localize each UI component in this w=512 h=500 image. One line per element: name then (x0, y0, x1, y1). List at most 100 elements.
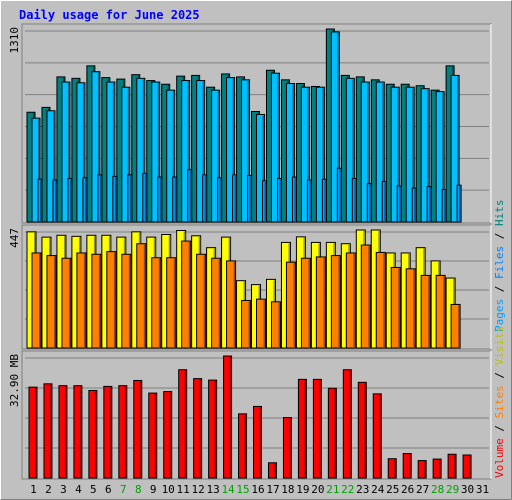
bar-shade-pages (429, 187, 431, 222)
bar-shade-files (442, 92, 444, 222)
bar-volume (372, 393, 382, 479)
legend-volume: Volume (493, 438, 506, 478)
x-day-label: 30 (461, 483, 474, 496)
x-day-label: 22 (341, 483, 354, 496)
bar-volume (88, 389, 98, 479)
bar-shade-pages (144, 174, 147, 222)
bar-files (420, 88, 430, 223)
bar-shade-sites (158, 258, 161, 348)
bar-shade-sites (173, 258, 176, 348)
bar-shade-pages (354, 179, 356, 222)
bar-sites (345, 252, 356, 349)
bar-shade-files (292, 84, 294, 223)
volume-panel (21, 350, 492, 480)
bar-shade-pages (69, 179, 72, 222)
bar-shade-volume (244, 414, 247, 478)
bar-volume (178, 369, 188, 479)
bar-volume (58, 385, 68, 479)
bar-shade-pages (294, 178, 296, 222)
x-day-label: 28 (431, 483, 444, 496)
bar-shade-volume (274, 463, 276, 478)
bar-shade-pages (324, 180, 326, 222)
x-day-label: 1 (30, 483, 37, 496)
bar-shade-sites (398, 268, 400, 348)
bar-shade-files (367, 83, 369, 222)
bar-files (91, 71, 101, 223)
x-day-label: 21 (326, 483, 339, 496)
bar-shade-files (67, 83, 70, 222)
bar-volume (432, 458, 442, 479)
bar-shade-files (82, 83, 85, 222)
bar-sites (330, 255, 341, 349)
bar-volume (163, 391, 173, 479)
bar-shade-volume (154, 394, 157, 478)
visits-panel-max-label: 447 (8, 228, 21, 248)
legend-files: Files (493, 246, 506, 279)
bar-sites (450, 303, 461, 349)
x-day-label: 24 (371, 483, 385, 496)
legend-hits: Hits (493, 200, 506, 227)
bar-shade-volume (259, 407, 262, 478)
bar-sites (435, 274, 446, 349)
bar-shade-volume (409, 454, 411, 478)
visits-panel (21, 224, 492, 350)
bar-sites (181, 240, 192, 349)
chart-title: Daily usage for June 2025 (19, 8, 200, 22)
bar-shade-volume (349, 370, 351, 478)
bar-shade-pages (339, 169, 341, 222)
bar-volume (148, 392, 158, 479)
bar-shade-pages (279, 179, 281, 222)
bar-shade-sites (308, 259, 310, 348)
bar-volume (238, 413, 248, 479)
bar-shade-files (457, 76, 459, 223)
bar-shade-sites (83, 253, 86, 348)
bar-files (121, 86, 131, 223)
chart-panels (21, 23, 492, 480)
bar-shade-volume (124, 386, 127, 478)
bar-volume (28, 386, 38, 479)
x-day-label: 8 (135, 483, 142, 496)
x-day-label: 15 (236, 483, 249, 496)
bar-shade-volume (199, 379, 202, 478)
x-day-label: 7 (120, 483, 127, 496)
x-day-label: 14 (221, 483, 235, 496)
bar-shade-files (217, 91, 220, 222)
bar-volume (103, 385, 113, 479)
bar-files (226, 77, 236, 223)
bar-shade-sites (458, 305, 460, 348)
bar-shade-files (337, 32, 339, 222)
x-day-label: 9 (150, 483, 157, 496)
hits-panel (21, 23, 492, 224)
bar-volume (118, 385, 128, 479)
bar-files (181, 80, 191, 223)
bar-sites (241, 299, 252, 349)
bar-sites (300, 257, 311, 349)
bar-shade-volume (49, 384, 52, 478)
bar-files (166, 89, 176, 223)
bar-sites (405, 268, 416, 349)
bar-shade-files (172, 91, 175, 222)
bar-shade-files (187, 81, 190, 223)
bar-shade-volume (454, 455, 456, 478)
legend-separator: / (493, 418, 506, 438)
bar-files (315, 86, 325, 223)
volume-panel-series-volume (28, 355, 472, 479)
bar-files (330, 31, 340, 223)
bar-shade-volume (79, 386, 82, 478)
bar-shade-sites (413, 269, 415, 348)
bar-shade-volume (304, 380, 306, 478)
bar-volume (327, 387, 337, 479)
bar-files (76, 82, 86, 223)
bar-volume (312, 378, 322, 479)
bar-shade-pages (204, 175, 207, 222)
bar-volume (462, 454, 472, 479)
bar-volume (133, 379, 143, 479)
bar-files (61, 81, 71, 223)
bar-sites (106, 251, 117, 349)
x-day-label: 5 (90, 483, 97, 496)
bar-sites (256, 298, 267, 349)
bar-sites (31, 252, 42, 349)
bar-shade-files (427, 89, 429, 222)
